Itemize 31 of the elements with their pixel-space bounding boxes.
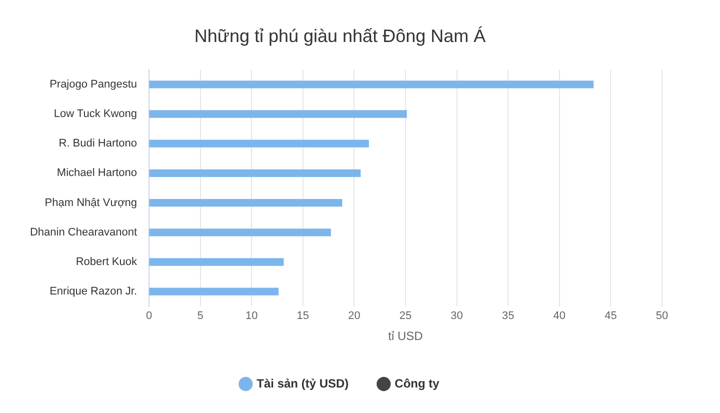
x-tick-label: 35	[502, 310, 514, 322]
y-tick-label: Robert Kuok	[76, 256, 138, 268]
y-tick-label: R. Budi Hartono	[58, 138, 138, 150]
x-tick-label: 40	[553, 310, 566, 322]
x-axis-title: tỉ USD	[388, 329, 424, 344]
bar	[149, 198, 342, 207]
legend-label: Công ty	[394, 376, 440, 390]
bar	[149, 228, 331, 236]
legend-label: Tài sản (tỷ USD)	[256, 376, 349, 390]
bar	[149, 110, 407, 118]
y-tick-label: Low Tuck Kwong	[54, 108, 138, 120]
x-tick-label: 30	[450, 310, 463, 322]
bar	[149, 140, 369, 148]
y-tick-label: Enrique Razon Jr.	[50, 286, 138, 298]
chart-title: Những tỉ phú giàu nhất Đông Nam Á	[194, 26, 486, 46]
y-tick-label: Michael Hartono	[56, 167, 138, 180]
x-tick-label: 5	[197, 310, 204, 322]
bar	[149, 169, 361, 178]
x-tick-label: 15	[296, 310, 310, 322]
x-tick-label: 0	[146, 310, 152, 322]
x-tick-label: 25	[399, 310, 412, 322]
bar	[149, 288, 279, 296]
x-tick-label: 45	[604, 310, 617, 322]
bar	[149, 258, 284, 266]
x-tick-label: 10	[245, 310, 258, 322]
y-tick-label: Dhanin Chearavanont	[30, 226, 138, 238]
x-tick-label: 20	[348, 310, 360, 322]
y-tick-label: Prajogo Pangestu	[50, 78, 138, 90]
bar	[149, 80, 594, 88]
y-tick-label: Phạm Nhật Vượng	[44, 196, 138, 209]
x-tick-label: 50	[656, 310, 668, 322]
